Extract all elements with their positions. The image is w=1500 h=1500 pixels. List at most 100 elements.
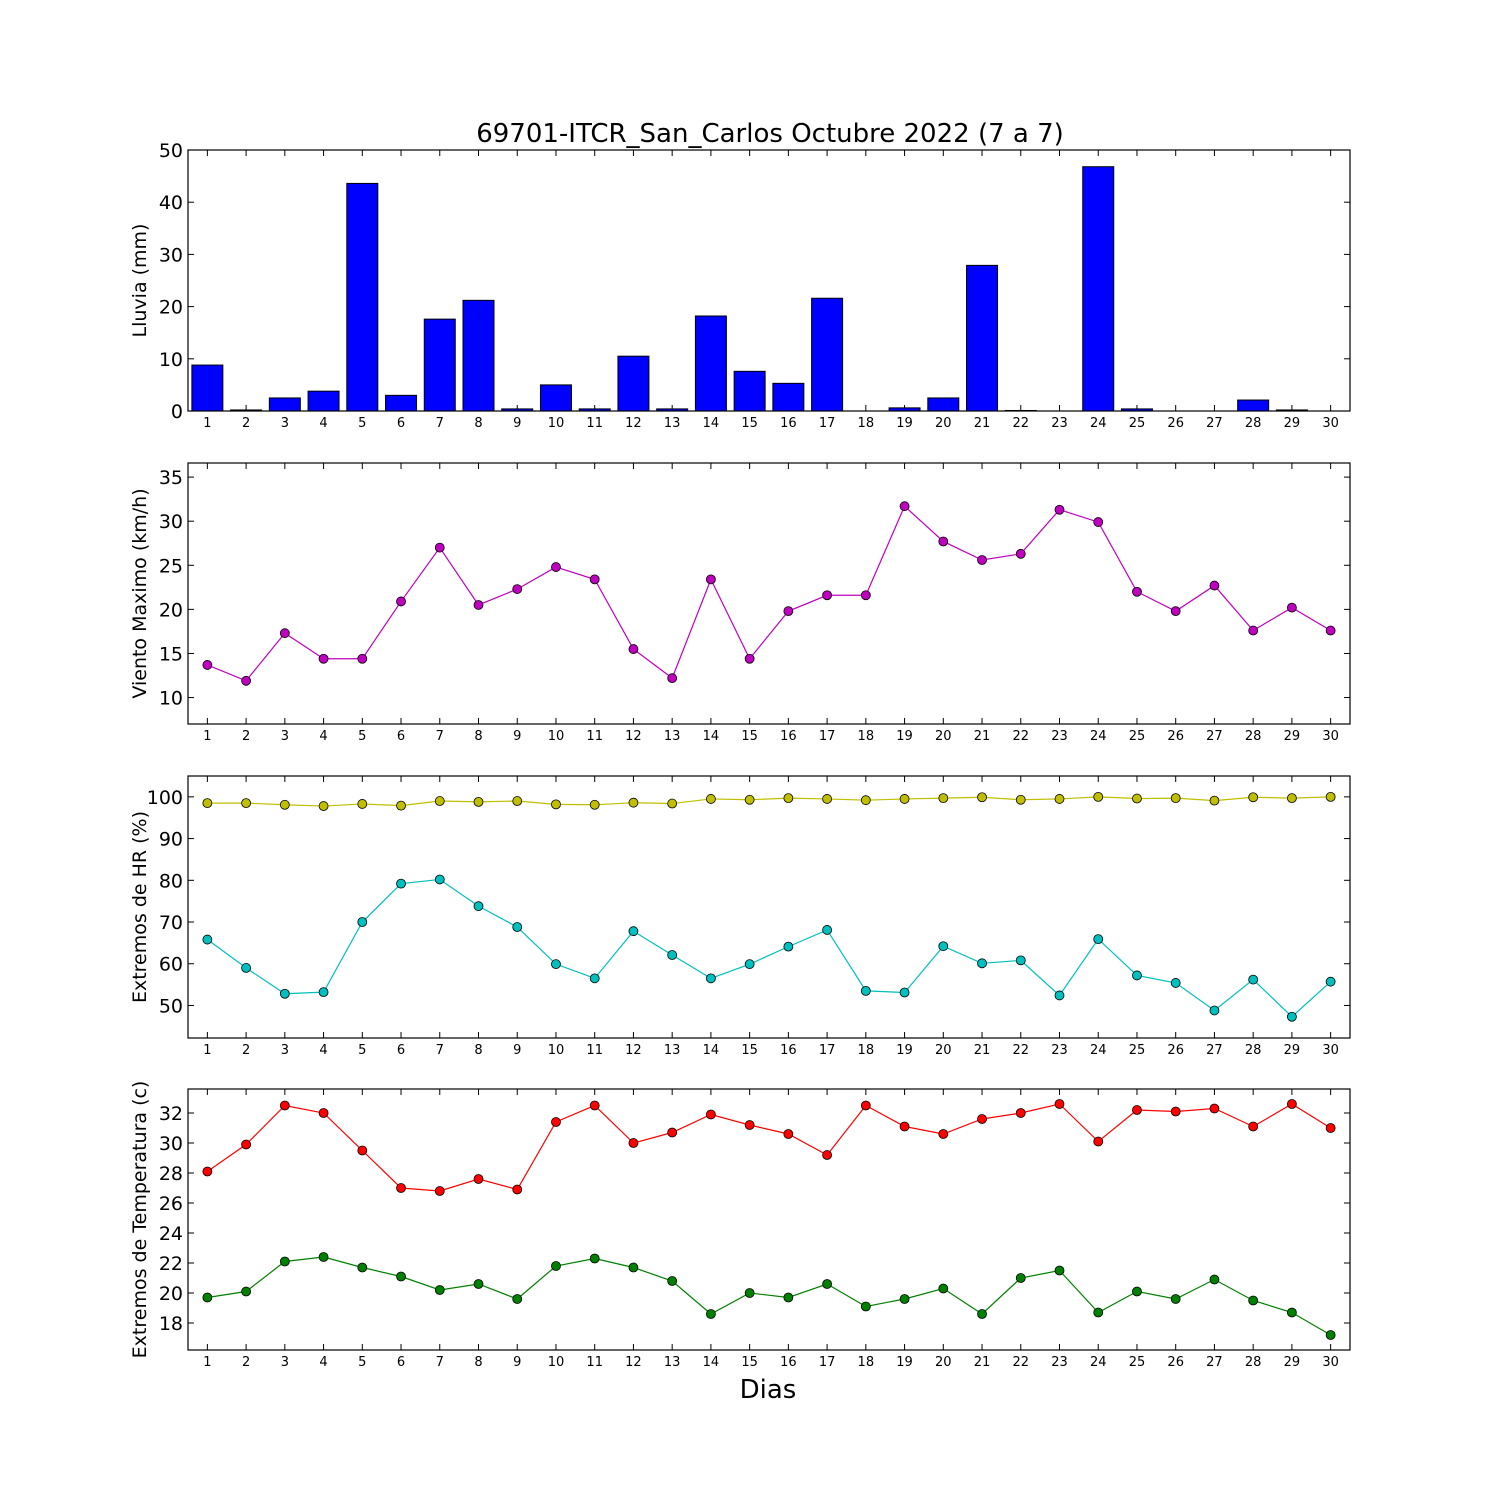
- data-point: [202, 1166, 213, 1177]
- data-point: [1170, 606, 1181, 617]
- x-tick-label: 24: [1090, 416, 1107, 431]
- data-point: [977, 1309, 987, 1319]
- data-point: [357, 917, 368, 927]
- bar: [346, 182, 379, 412]
- data-point: [551, 799, 561, 810]
- x-tick-label: 19: [896, 1355, 913, 1370]
- y-tick-label: 40: [159, 192, 183, 214]
- x-tick-label: 25: [1129, 729, 1146, 744]
- data-point: [357, 1145, 368, 1156]
- data-point: [318, 1108, 329, 1118]
- x-tick-label: 9: [513, 1043, 521, 1058]
- data-point: [318, 801, 329, 811]
- bar: [385, 394, 418, 412]
- bar: [694, 315, 727, 412]
- data-point: [1209, 795, 1220, 806]
- data-point: [279, 1256, 290, 1267]
- x-tick-label: 4: [319, 1355, 327, 1370]
- x-tick-label: 29: [1284, 1043, 1301, 1058]
- data-point: [202, 798, 213, 809]
- data-point: [357, 653, 368, 664]
- data-point: [396, 596, 406, 607]
- data-point: [938, 1283, 949, 1294]
- data-point: [1287, 793, 1297, 804]
- x-tick-label: 14: [703, 416, 720, 431]
- data-point: [589, 973, 600, 984]
- data-point: [938, 793, 949, 804]
- data-point: [1170, 1294, 1181, 1304]
- x-tick-label: 13: [664, 1355, 681, 1370]
- data-point: [357, 1262, 368, 1273]
- y-tick-label: 10: [159, 688, 183, 710]
- x-tick-label: 18: [858, 1043, 875, 1058]
- data-point: [1015, 794, 1026, 805]
- x-tick-label: 6: [397, 1355, 405, 1370]
- data-point: [977, 792, 987, 803]
- data-point: [396, 1183, 406, 1193]
- y-tick-label: 20: [159, 599, 183, 621]
- x-tick-label: 19: [896, 416, 913, 431]
- x-tick-label: 11: [586, 729, 603, 744]
- y-tick-label: 26: [159, 1193, 183, 1215]
- y-tick-label: 30: [159, 244, 183, 266]
- x-tick-label: 28: [1245, 416, 1262, 431]
- x-tick-label: 1: [203, 416, 211, 431]
- y-tick-label: 22: [159, 1253, 183, 1275]
- data-point: [667, 950, 678, 960]
- data-point: [783, 1129, 794, 1139]
- chart-title: 69701-ITCR_San_Carlos Octubre 2022 (7 a …: [476, 119, 1064, 149]
- data-point: [938, 536, 949, 547]
- data-point: [1132, 793, 1142, 804]
- x-tick-label: 3: [281, 1043, 289, 1058]
- x-tick-label: 17: [819, 416, 836, 431]
- data-point: [1015, 955, 1026, 966]
- data-point: [1209, 580, 1220, 591]
- data-point: [551, 1117, 561, 1127]
- x-tick-label: 27: [1206, 416, 1223, 431]
- y-tick-label: 30: [159, 511, 183, 533]
- x-tick-label: 4: [319, 729, 327, 744]
- x-tick-label: 27: [1206, 1355, 1223, 1370]
- data-point: [473, 901, 484, 912]
- data-point: [1170, 1106, 1181, 1117]
- data-point: [1325, 1123, 1336, 1133]
- data-point: [628, 926, 639, 937]
- x-tick-label: 29: [1284, 416, 1301, 431]
- x-tick-label: 10: [548, 416, 565, 431]
- x-tick-label: 26: [1167, 416, 1184, 431]
- x-tick-label: 12: [625, 729, 642, 744]
- data-point: [667, 1276, 678, 1286]
- data-point: [1287, 1099, 1297, 1109]
- axes-frame: [187, 149, 1351, 412]
- data-point: [241, 675, 252, 686]
- x-tick-label: 11: [586, 416, 603, 431]
- x-tick-label: 21: [974, 1043, 991, 1058]
- y-axis-label: Lluvia (mm): [129, 224, 151, 338]
- bar: [268, 397, 301, 412]
- data-point: [512, 1294, 523, 1304]
- data-point: [241, 1286, 252, 1297]
- y-tick-label: 50: [159, 995, 183, 1017]
- data-point: [357, 799, 368, 809]
- x-tick-label: 20: [935, 729, 952, 744]
- data-point: [512, 796, 523, 806]
- data-point: [628, 1138, 639, 1148]
- axes-frame: [187, 462, 1351, 725]
- data-point: [706, 574, 716, 585]
- data-point: [1325, 1330, 1336, 1340]
- x-tick-label: 24: [1090, 1043, 1107, 1058]
- y-tick-label: 35: [159, 467, 183, 489]
- x-tick-label: 26: [1167, 729, 1184, 744]
- data-point: [1132, 586, 1142, 597]
- x-tick-label: 22: [1012, 1355, 1029, 1370]
- x-tick-label: 30: [1322, 1043, 1339, 1058]
- data-point: [589, 799, 600, 810]
- data-point: [279, 988, 290, 999]
- data-point: [977, 1114, 987, 1124]
- data-point: [551, 562, 561, 572]
- x-tick-label: 6: [397, 1043, 405, 1058]
- data-point: [1170, 793, 1181, 804]
- data-point: [667, 798, 678, 809]
- y-tick-label: 70: [159, 912, 183, 934]
